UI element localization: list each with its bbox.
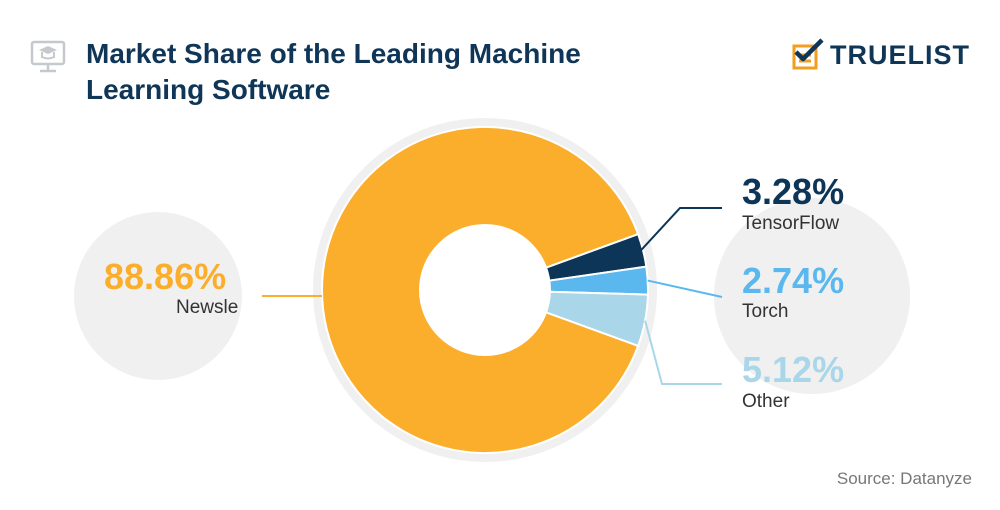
- truelist-logo: TRUELIST: [790, 38, 970, 72]
- title-line-2: Learning Software: [86, 74, 331, 105]
- newsle-category-label: Newsle: [176, 297, 239, 318]
- tensorflow-leader-line: [640, 207, 722, 251]
- source-note: Source: Datanyze: [836, 469, 972, 488]
- donut-hole: [419, 224, 551, 356]
- logo-text: TRUELIST: [830, 39, 970, 70]
- checkmark-list-icon: [792, 38, 824, 70]
- newsle-value-label: 88.86%: [104, 256, 227, 297]
- right-bubble: [714, 198, 910, 394]
- tensorflow-value-label: 3.28%: [742, 171, 845, 212]
- other-value-label: 5.12%: [742, 349, 845, 390]
- tensorflow-category-label: TensorFlow: [742, 213, 840, 234]
- torch-leader-line: [647, 279, 723, 298]
- torch-value-label: 2.74%: [742, 260, 845, 301]
- torch-category-label: Torch: [742, 301, 789, 322]
- page-title: Market Share of the Leading Machine Lear…: [86, 36, 686, 108]
- monitor-graduation-cap-icon: [30, 40, 66, 73]
- title-line-1: Market Share of the Leading Machine: [86, 38, 581, 69]
- other-category-label: Other: [742, 391, 790, 412]
- newsle-bubble: [74, 212, 242, 380]
- other-leader-line: [644, 320, 722, 385]
